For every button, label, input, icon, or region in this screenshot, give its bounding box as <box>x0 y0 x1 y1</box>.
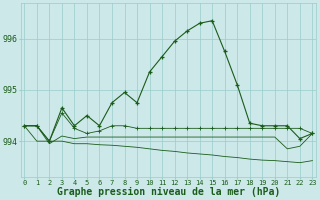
X-axis label: Graphe pression niveau de la mer (hPa): Graphe pression niveau de la mer (hPa) <box>57 187 280 197</box>
